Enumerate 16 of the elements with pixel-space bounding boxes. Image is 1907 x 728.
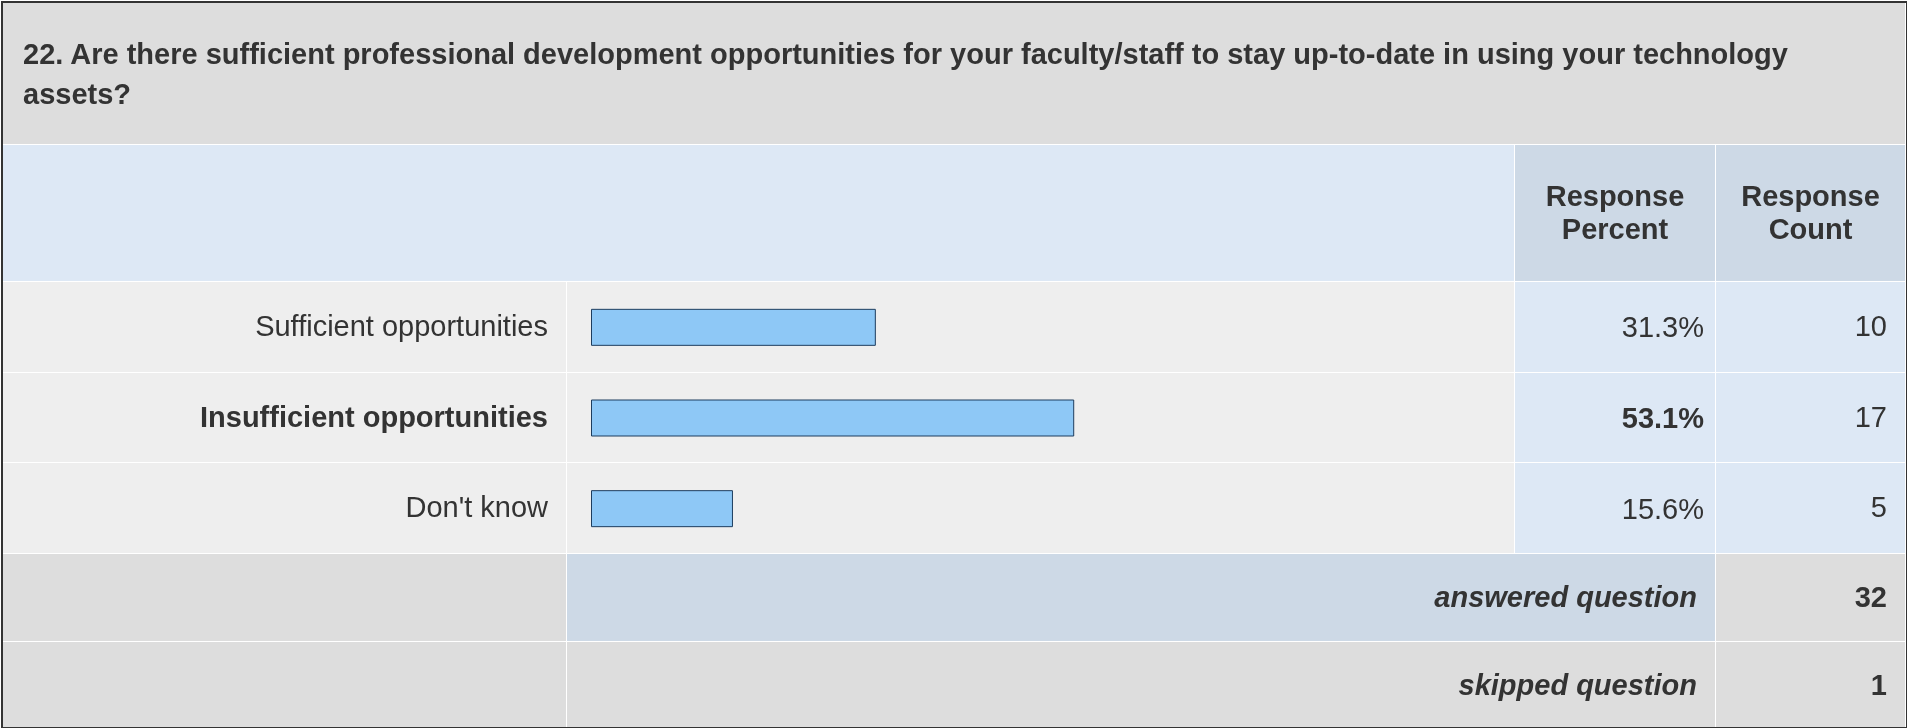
data-label: 31.3% [1621, 311, 1704, 344]
text: 32 [1716, 553, 1906, 642]
y-tick-label: Insufficient opportunities [3, 372, 567, 463]
y-tick-label: Don't know [3, 463, 567, 554]
y-tick-label: Sufficient opportunities [3, 282, 567, 373]
data-label: 15.6% [1621, 492, 1704, 525]
text: answered question [567, 553, 1716, 642]
text: 10 [1716, 282, 1906, 373]
data-label: 53.1% [1621, 402, 1705, 434]
chart-title: 22. Are there sufficient professional development opportunities for your faculty/staff to stay up-to-date in using your technology assets? [3, 3, 1906, 145]
text: skipped question [567, 641, 1716, 728]
text: 5 [1716, 463, 1906, 554]
text: Response Count [1716, 145, 1906, 282]
text: 17 [1716, 372, 1906, 463]
text: 1 [1716, 641, 1906, 728]
text: Response Percent [1515, 145, 1716, 282]
